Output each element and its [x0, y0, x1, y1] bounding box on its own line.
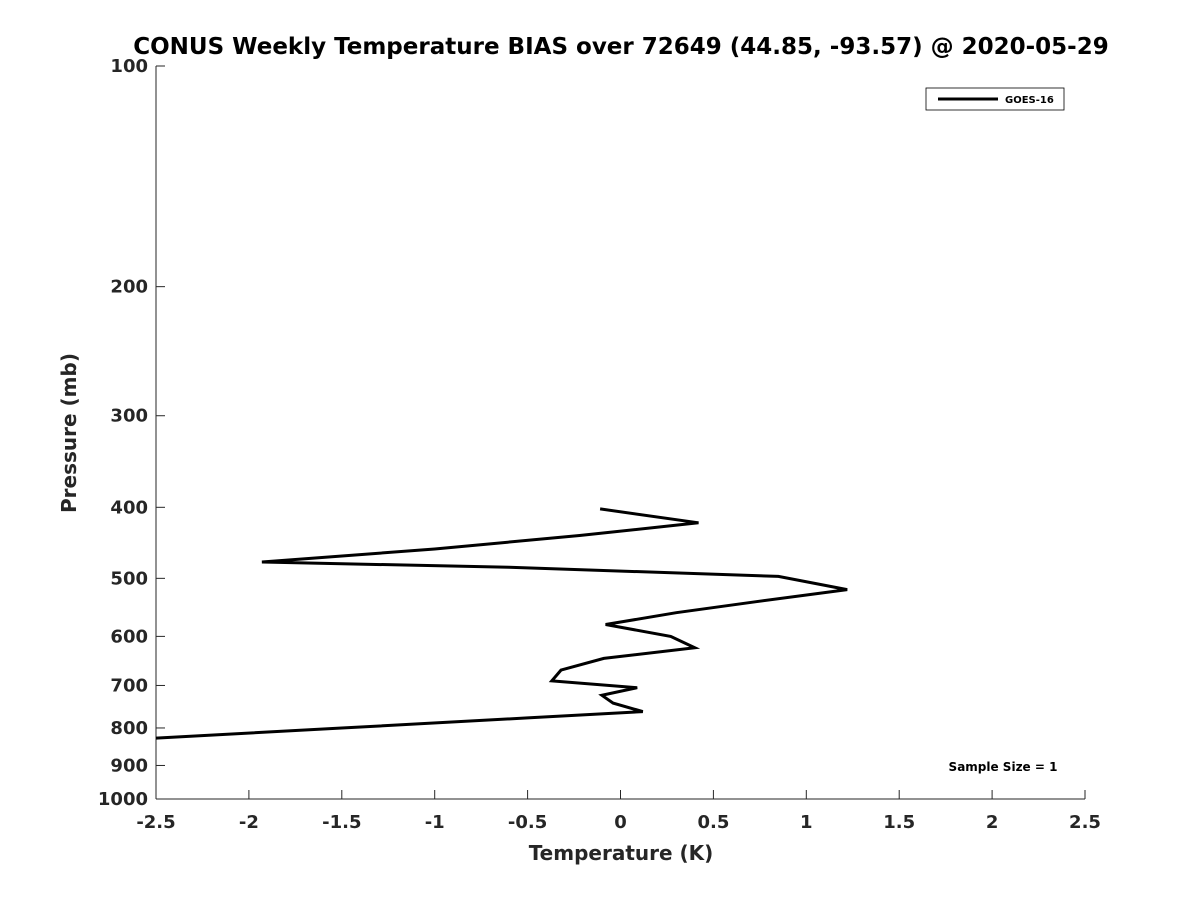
y-tick-label: 900	[110, 755, 148, 776]
series-line-goes-16	[155, 507, 848, 740]
x-tick-label: -1.5	[322, 812, 361, 833]
x-tick-label: -2	[239, 812, 259, 833]
x-tick-label: -2.5	[136, 812, 175, 833]
x-tick-label: -0.5	[508, 812, 547, 833]
y-tick-label: 100	[110, 56, 148, 77]
y-tick-label: 600	[110, 626, 148, 647]
y-tick-label: 500	[110, 568, 148, 589]
x-tick-label: 2	[986, 812, 999, 833]
y-axis-ticks: 100 200 300 400 500 600 700 800 900 1000	[98, 56, 165, 810]
series-layer	[155, 507, 848, 740]
x-tick-label: 2.5	[1069, 812, 1101, 833]
x-tick-label: 0.5	[697, 812, 729, 833]
y-tick-label: 700	[110, 675, 148, 696]
y-tick-label: 400	[110, 497, 148, 518]
x-tick-label: -1	[425, 812, 445, 833]
sample-size-annotation: Sample Size = 1	[949, 760, 1058, 774]
x-axis-label: Temperature (K)	[529, 841, 714, 865]
x-tick-label: 1	[800, 812, 813, 833]
y-tick-label: 1000	[98, 789, 148, 810]
x-tick-label: 0	[614, 812, 627, 833]
plot-axes	[155, 66, 1085, 800]
y-tick-label: 800	[110, 718, 148, 739]
legend: GOES-16	[925, 87, 1065, 111]
x-tick-label: 1.5	[883, 812, 915, 833]
y-tick-label: 300	[110, 406, 148, 427]
y-axis-label: Pressure (mb)	[57, 353, 81, 513]
legend-label-goes-16: GOES-16	[1005, 95, 1054, 106]
chart-title: CONUS Weekly Temperature BIAS over 72649…	[133, 34, 1108, 60]
y-tick-label: 200	[110, 277, 148, 298]
x-axis-ticks: -2.5 -2 -1.5 -1 -0.5 0 0.5 1 1.5 2 2.5	[136, 790, 1101, 833]
